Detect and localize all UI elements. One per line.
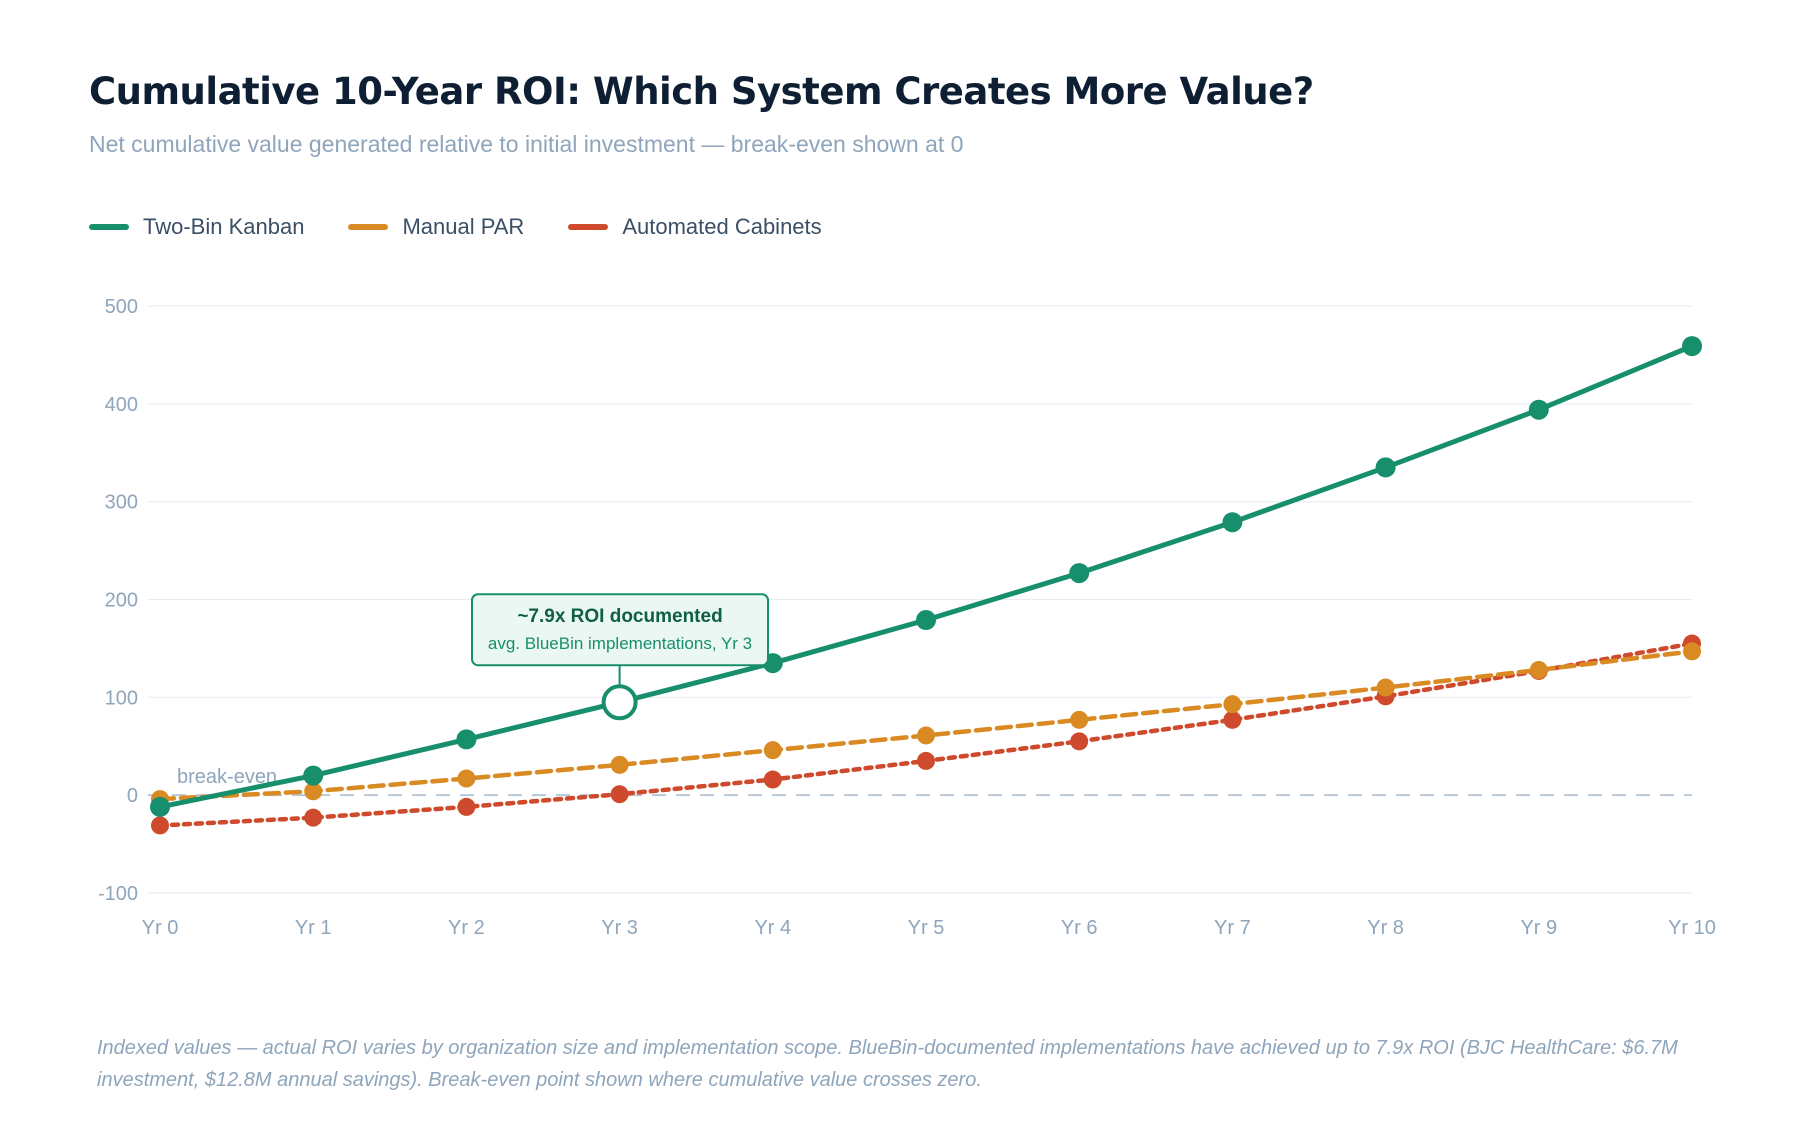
data-point (763, 741, 782, 760)
data-point (1375, 457, 1396, 478)
data-point (1682, 336, 1702, 357)
data-point (917, 751, 935, 770)
annotation-marker (601, 684, 638, 721)
legend-label: Manual PAR (402, 214, 525, 239)
y-tick-label: 500 (105, 296, 138, 318)
data-point (304, 808, 323, 827)
annotation-text: avg. BlueBin implementations, Yr 3 (488, 634, 752, 653)
data-point (151, 816, 169, 835)
data-point (457, 797, 476, 816)
series-two-bin-kanban (150, 336, 1702, 817)
data-point (1223, 710, 1242, 729)
data-point (916, 610, 936, 631)
data-point (1683, 642, 1701, 661)
y-tick-label: 200 (105, 590, 138, 612)
legend-swatch (89, 224, 129, 230)
legend-label: Automated Cabinets (622, 214, 822, 239)
annotation-box (471, 593, 769, 667)
data-point (1069, 563, 1090, 584)
x-tick-label: Yr 7 (1214, 917, 1251, 939)
x-tick-label: Yr 6 (1061, 917, 1098, 939)
x-tick-label: Yr 0 (142, 917, 179, 939)
chart-legend: Two-Bin Kanban Manual PAR Automated Cabi… (89, 214, 866, 240)
series-line (157, 649, 1695, 802)
data-point (456, 729, 477, 750)
data-point (917, 726, 935, 745)
roi-annotation: ~7.9x ROI documented avg. BlueBin impleme… (471, 593, 769, 721)
data-point (304, 782, 323, 801)
data-point (610, 755, 629, 774)
y-tick-label: 0 (127, 785, 138, 807)
legend-item-manual-par[interactable]: Manual PAR (348, 214, 524, 240)
data-point (303, 765, 324, 786)
chart-title: Cumulative 10-Year ROI: Which System Cre… (89, 70, 1314, 113)
data-point (457, 769, 476, 788)
x-tick-label: Yr 8 (1367, 917, 1404, 939)
data-point (1070, 710, 1089, 729)
data-point (1070, 732, 1089, 751)
data-point (1223, 695, 1242, 714)
data-point (150, 796, 170, 817)
data-point (1528, 399, 1549, 420)
x-tick-label: Yr 3 (601, 917, 638, 939)
legend-swatch (568, 224, 609, 230)
data-point (1529, 660, 1548, 679)
data-point (763, 770, 782, 789)
break-even-label: break-even (177, 766, 277, 788)
y-tick-label: -100 (98, 883, 138, 905)
series-manual-par (151, 642, 1701, 809)
x-tick-label: Yr 4 (754, 917, 791, 939)
legend-item-two-bin-kanban[interactable]: Two-Bin Kanban (89, 214, 304, 240)
x-tick-label: Yr 1 (295, 917, 332, 939)
annotation-title: ~7.9x ROI documented (517, 606, 722, 627)
y-tick-label: 100 (105, 687, 138, 709)
gridlines: 500 400 300 200 100 0 -100 (98, 296, 1692, 905)
x-tick-label: Yr 10 (1668, 917, 1716, 939)
x-tick-label: Yr 2 (448, 917, 485, 939)
legend-swatch (348, 224, 389, 230)
y-tick-label: 400 (105, 394, 138, 416)
data-point (1222, 512, 1243, 533)
data-point (1376, 678, 1395, 697)
legend-label: Two-Bin Kanban (143, 214, 305, 239)
data-point (610, 785, 629, 804)
chart-subtitle: Net cumulative value generated relative … (89, 131, 964, 157)
legend-item-automated-cabinets[interactable]: Automated Cabinets (568, 214, 822, 240)
x-tick-label: Yr 9 (1520, 917, 1557, 939)
y-tick-label: 300 (105, 492, 138, 514)
chart-footnote: Indexed values — actual ROI varies by or… (97, 1037, 1678, 1091)
x-tick-label: Yr 5 (908, 917, 945, 939)
